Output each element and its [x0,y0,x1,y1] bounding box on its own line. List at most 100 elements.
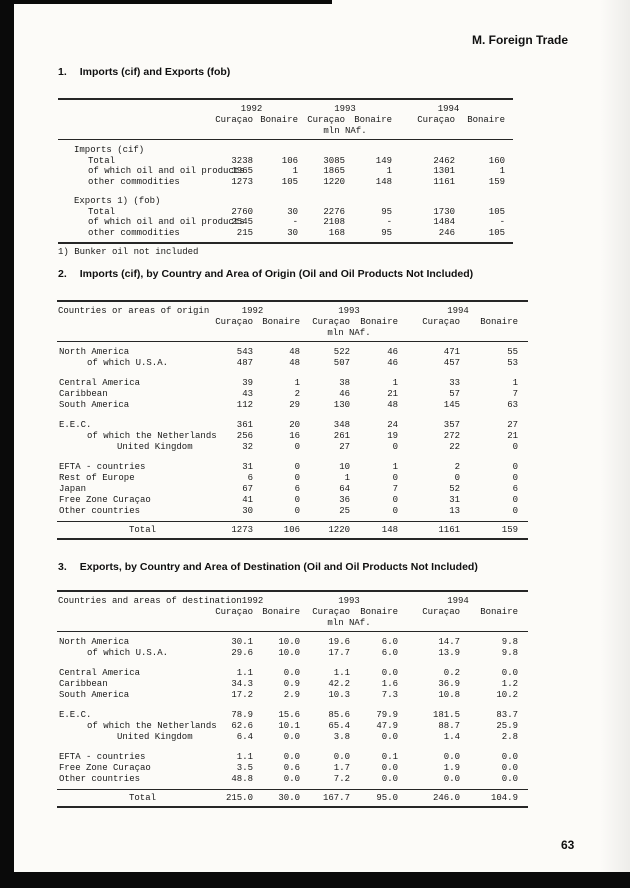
value-cell: 0.9 [283,679,300,689]
table-row: of which the Netherlands 256 16 261 19 272 21 [57,431,528,442]
table-body: North America 30.1 10.0 19.6 6.0 14.7 9.8 of wh… [57,632,528,789]
value-cell: - [292,217,298,227]
value-cell: 31 [449,495,460,505]
value-cell: 0.6 [283,763,300,773]
total-value-cell: 1273 [231,525,253,535]
header-spacer [57,618,205,629]
territory-header: Bonaire [467,115,505,125]
value-cell: 1.9 [443,763,460,773]
value-cell: 1.2 [501,679,518,689]
page-edge-shadow [600,0,630,872]
table-row: Total 3238 106 3085 149 2462 160 [58,156,513,167]
table-row-spacer [58,187,513,196]
table-group-row: Imports (cif) [58,145,513,156]
total-value-cell: 159 [501,525,518,535]
table-row: of which oil and oil products 2545 - 2108 - 1… [58,217,513,228]
section-2-title: Imports (cif), by Country and Area of Or… [79,268,474,280]
year-header: 1992 [241,306,264,316]
value-cell: 487 [236,358,253,368]
value-cell: 36.9 [438,679,460,689]
value-cell: 0 [294,495,300,505]
value-cell: 246 [438,227,455,238]
total-value-cell: 1220 [328,525,350,535]
value-cell: 0 [294,442,300,452]
value-cell: 0 [392,506,398,516]
value-cell: 181.5 [432,710,460,720]
table-row: Caribbean 34.3 0.9 42.2 1.6 36.9 1.2 [57,679,528,690]
value-cell: 1 [499,166,505,176]
table-header-territories-row: Curaçao Bonaire Curaçao Bonaire Curaçao Bonai… [57,607,528,618]
value-cell: 21 [507,431,518,441]
value-cell: 2 [294,389,300,399]
value-cell: 20 [289,420,300,430]
row-label: of which the Netherlands [87,431,217,441]
page-number: 63 [561,838,575,852]
value-cell: 13.9 [438,648,460,658]
value-cell: 6.0 [381,648,398,658]
value-cell: 2462 [433,155,455,166]
value-cell: 7.2 [333,774,350,784]
value-cell: 6 [512,484,518,494]
value-cell: 1865 [323,166,345,176]
row-label: Central America [59,378,141,388]
header-spacer [398,328,518,339]
value-cell: 0 [294,462,300,472]
table-row: of which U.S.A. 29.6 10.0 17.7 6.0 13.9 9.8 [57,648,528,659]
value-cell [345,145,392,156]
value-cell: 0.0 [381,668,398,678]
value-cell: 38 [339,378,350,388]
row-label: of which the Netherlands [87,721,217,731]
value-cell: 47.9 [376,721,398,731]
table-row: Other countries 30 0 25 0 13 0 [57,506,528,517]
section-2-number: 2. [58,268,67,280]
value-cell: 17.2 [231,690,253,700]
value-cell: 62.6 [231,721,253,731]
value-cell: 2760 [231,206,253,217]
value-cell: 0 [392,473,398,483]
table-row-spacer [57,369,528,378]
value-cell: 0.0 [283,732,300,742]
value-cell: 2.9 [283,690,300,700]
value-cell [455,196,505,207]
total-label: Total [129,793,157,803]
territory-header: Bonaire [260,115,298,125]
value-cell: 34.3 [231,679,253,689]
row-label: other commodities [88,227,180,238]
value-cell: 2.8 [501,732,518,742]
table-row: South America 17.2 2.9 10.3 7.3 10.8 10.2 [57,690,528,701]
value-cell: 0 [512,462,518,472]
table-row: Caribbean 43 2 46 21 57 7 [57,389,528,400]
value-cell: 1.1 [236,752,253,762]
value-cell: 0.0 [501,668,518,678]
section-3-number: 3. [58,561,67,573]
value-cell: 1730 [433,206,455,217]
value-cell: 168 [328,227,345,238]
table-header: Countries or areas of origin 1992 1993 1994… [57,302,528,342]
year-header: 1994 [437,104,460,114]
table-header-years-row: Countries or areas of origin 1992 1993 1994 [57,306,528,317]
header-spacer [58,126,205,137]
row-label: EFTA - countries [59,752,146,762]
total-value-cell: 106 [283,525,300,535]
row-label: Exports 1) (fob) [74,196,161,206]
value-cell: 0 [512,506,518,516]
table-row: EFTA - countries 31 0 10 1 2 0 [57,462,528,473]
value-cell: 95 [381,227,392,238]
table-row: Central America 39 1 38 1 33 1 [57,378,528,389]
value-cell: 10.2 [496,690,518,700]
section-2-heading: 2. Imports (cif), by Country and Area of … [58,268,473,280]
table-row-spacer [57,453,528,462]
row-label: of which U.S.A. [87,648,169,658]
value-cell: 83.7 [496,710,518,720]
value-cell: 9.8 [501,637,518,647]
section-3-title: Exports, by Country and Area of Destinat… [79,561,478,573]
table-row: South America 112 29 130 48 145 63 [57,400,528,411]
table-row: Free Zone Curaçao 3.5 0.6 1.7 0.0 1.9 0.0 [57,763,528,774]
value-cell: 30 [287,206,298,217]
value-cell: 457 [443,358,460,368]
value-cell: 145 [443,400,460,410]
chapter-header-title: M. Foreign Trade [471,33,568,47]
imports-exports-summary-table: 1992 1993 1994 Curaçao Bonaire Curaçao Bonaire… [58,98,513,244]
territory-header: Bonaire [262,607,300,617]
value-cell: 1.4 [443,732,460,742]
